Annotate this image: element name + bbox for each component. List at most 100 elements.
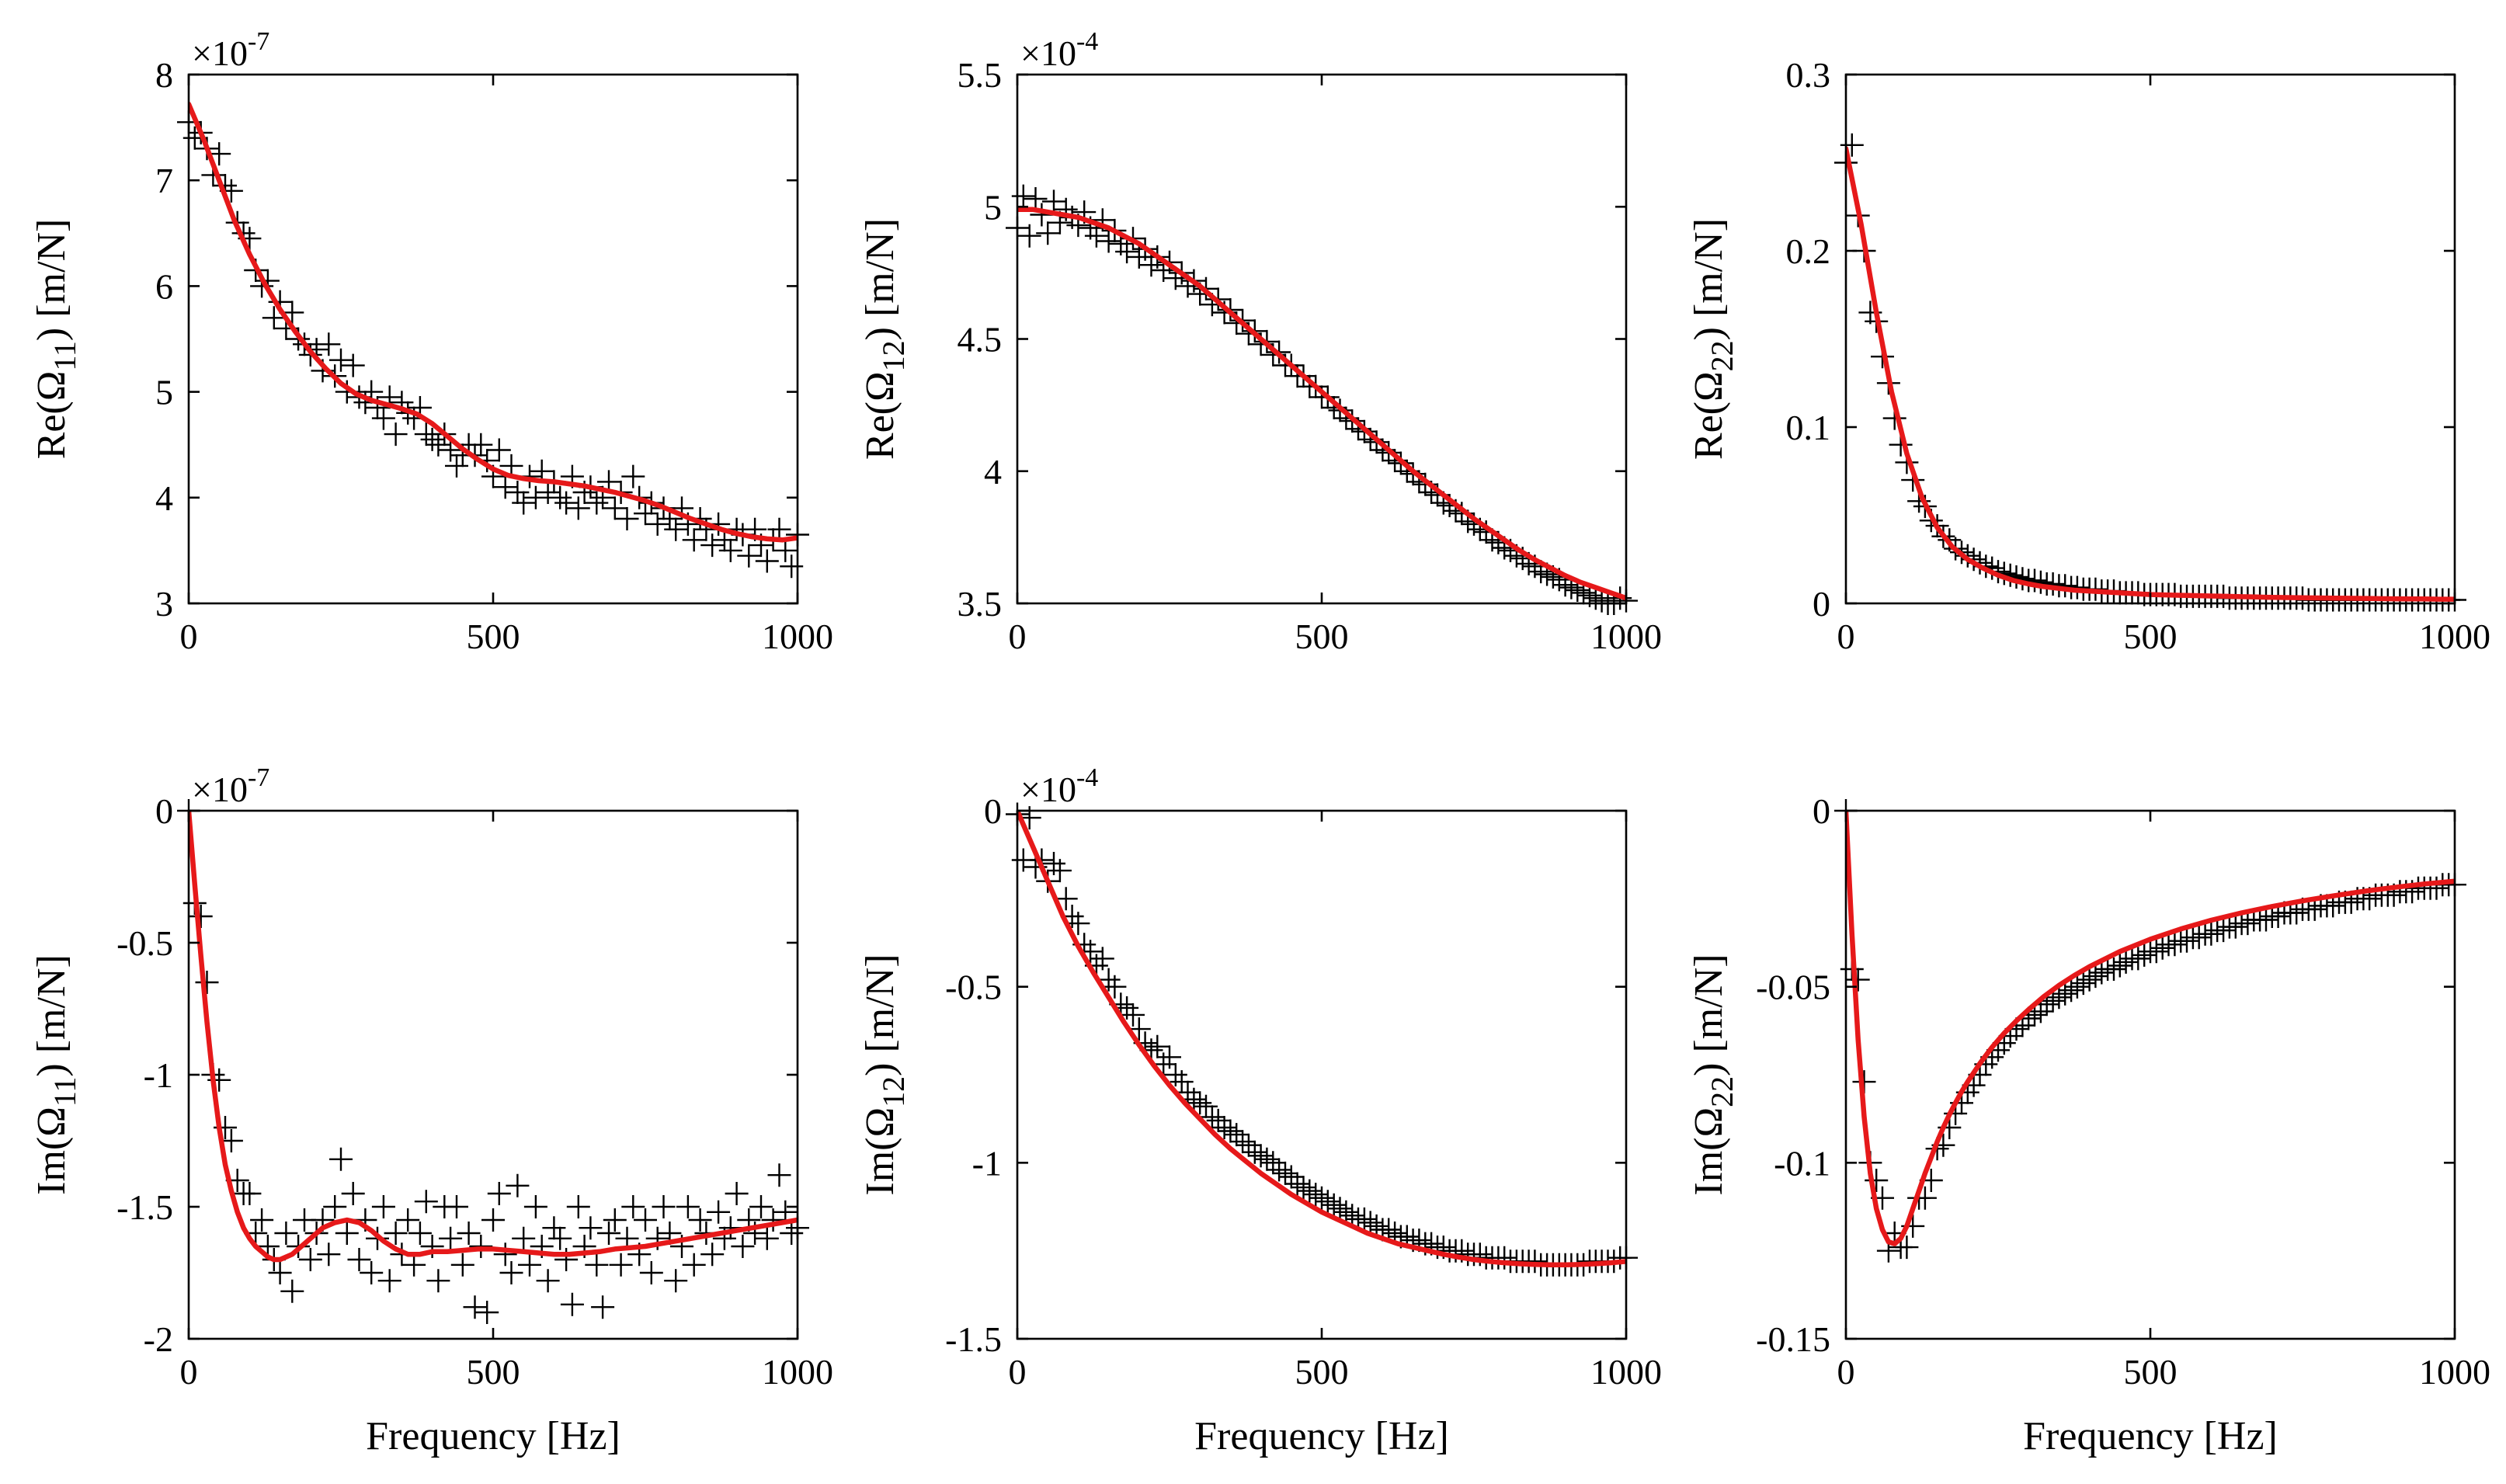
data-point <box>317 332 341 356</box>
data-point <box>487 438 511 462</box>
data-point <box>329 1147 353 1171</box>
y-tick-label: -2 <box>144 1319 173 1359</box>
x-tick-label: 500 <box>2124 617 2178 656</box>
data-point <box>414 1190 438 1214</box>
data-point <box>1298 1179 1322 1203</box>
y-tick-label: 0.3 <box>1786 55 1831 95</box>
data-point <box>585 1253 609 1277</box>
data-point <box>384 422 408 447</box>
data-point <box>2108 954 2132 978</box>
y-tick-label: 0 <box>984 791 1002 831</box>
data-point <box>536 1269 560 1293</box>
data-point <box>518 1253 541 1277</box>
data-point <box>323 1195 347 1218</box>
y-tick-label: 4.5 <box>958 320 1003 360</box>
data-point <box>317 1242 341 1267</box>
x-tick-label: 0 <box>1009 617 1027 656</box>
data-point <box>566 1195 590 1218</box>
data-point <box>1194 1094 1218 1118</box>
data-point <box>579 1216 603 1240</box>
data-point <box>469 1235 493 1258</box>
data-point <box>1285 1172 1309 1196</box>
data-point <box>189 905 213 928</box>
data-point <box>731 1235 755 1258</box>
data-point <box>1840 133 1864 157</box>
data-point <box>718 538 742 562</box>
fit-line-re11 <box>189 101 798 543</box>
data-point <box>755 1226 779 1250</box>
data-point <box>1054 887 1078 911</box>
y-tick-label: 5 <box>984 187 1002 227</box>
data-point <box>664 1269 688 1293</box>
data-point <box>603 1208 627 1232</box>
data-point <box>652 1195 676 1218</box>
data-point <box>2041 572 2065 596</box>
data-point <box>737 544 761 568</box>
x-tick-label: 0 <box>1837 617 1855 656</box>
data-point <box>396 1208 420 1232</box>
data-point <box>2077 968 2101 992</box>
x-tick-label: 1000 <box>762 617 833 656</box>
y-tick-label: 5.5 <box>958 55 1003 95</box>
data-point <box>487 1182 511 1205</box>
data-point <box>621 464 645 488</box>
data-point <box>2090 961 2114 985</box>
data-point <box>469 433 493 457</box>
data-point <box>402 1253 426 1277</box>
data-point <box>1066 912 1090 936</box>
data-point <box>1316 1190 1340 1214</box>
data-point <box>615 507 639 530</box>
data-point <box>780 1222 804 1245</box>
data-point <box>384 1222 408 1245</box>
data-point <box>1590 589 1614 613</box>
x-tick-label: 1000 <box>1590 1352 1662 1392</box>
data-point <box>1895 1236 1919 1260</box>
y-axis-label: Re(Ω22) [m/N] <box>1687 218 1740 460</box>
data-point <box>1304 1183 1328 1207</box>
data-point <box>2199 922 2223 946</box>
data-point <box>2126 947 2150 971</box>
data-point <box>1121 1003 1145 1027</box>
data-point <box>195 971 219 994</box>
data-point <box>2285 901 2309 925</box>
data-point <box>2059 978 2084 1003</box>
data-point <box>773 538 798 562</box>
fit-line-re12 <box>1017 207 1626 601</box>
data-point <box>439 1226 463 1250</box>
data-point <box>682 528 706 552</box>
data-point <box>408 1222 432 1245</box>
data-point <box>1145 1034 1170 1058</box>
y-axis-label: Im(Ω11) [m/N] <box>30 954 82 1195</box>
y-tick-label: 8 <box>155 55 173 95</box>
data-point <box>1115 240 1139 264</box>
data-point <box>360 1261 384 1284</box>
data-point <box>1048 859 1072 883</box>
data-point <box>506 481 530 504</box>
data-point <box>749 1195 773 1218</box>
data-point <box>262 306 286 330</box>
data-point <box>1377 1218 1401 1242</box>
data-point <box>2254 908 2278 932</box>
data-point <box>512 491 536 515</box>
y-tick-label: 3.5 <box>958 584 1003 624</box>
data-point <box>682 1253 706 1277</box>
data-point <box>2084 964 2108 989</box>
data-point <box>445 454 468 478</box>
data-point <box>645 512 669 536</box>
data-point <box>341 1182 365 1205</box>
data-point <box>700 533 725 558</box>
measured-points-im11 <box>177 799 809 1324</box>
data-point <box>1182 1087 1206 1111</box>
y-tick-label: -1 <box>144 1055 173 1095</box>
y-axis-label: Re(Ω12) [m/N] <box>858 218 911 460</box>
data-point <box>609 1253 633 1277</box>
data-point <box>780 554 804 579</box>
x-tick-label: 0 <box>1837 1352 1855 1392</box>
data-point <box>523 485 547 509</box>
data-point <box>512 1226 536 1250</box>
data-point <box>493 475 517 499</box>
y-tick-label: 4 <box>984 452 1002 492</box>
chart-re22: 0 500 1000 0 0.1 0.2 0.3 Re(Ω22) [m/N] <box>1687 55 2490 656</box>
data-point <box>298 1248 322 1271</box>
data-point <box>1243 1140 1267 1164</box>
